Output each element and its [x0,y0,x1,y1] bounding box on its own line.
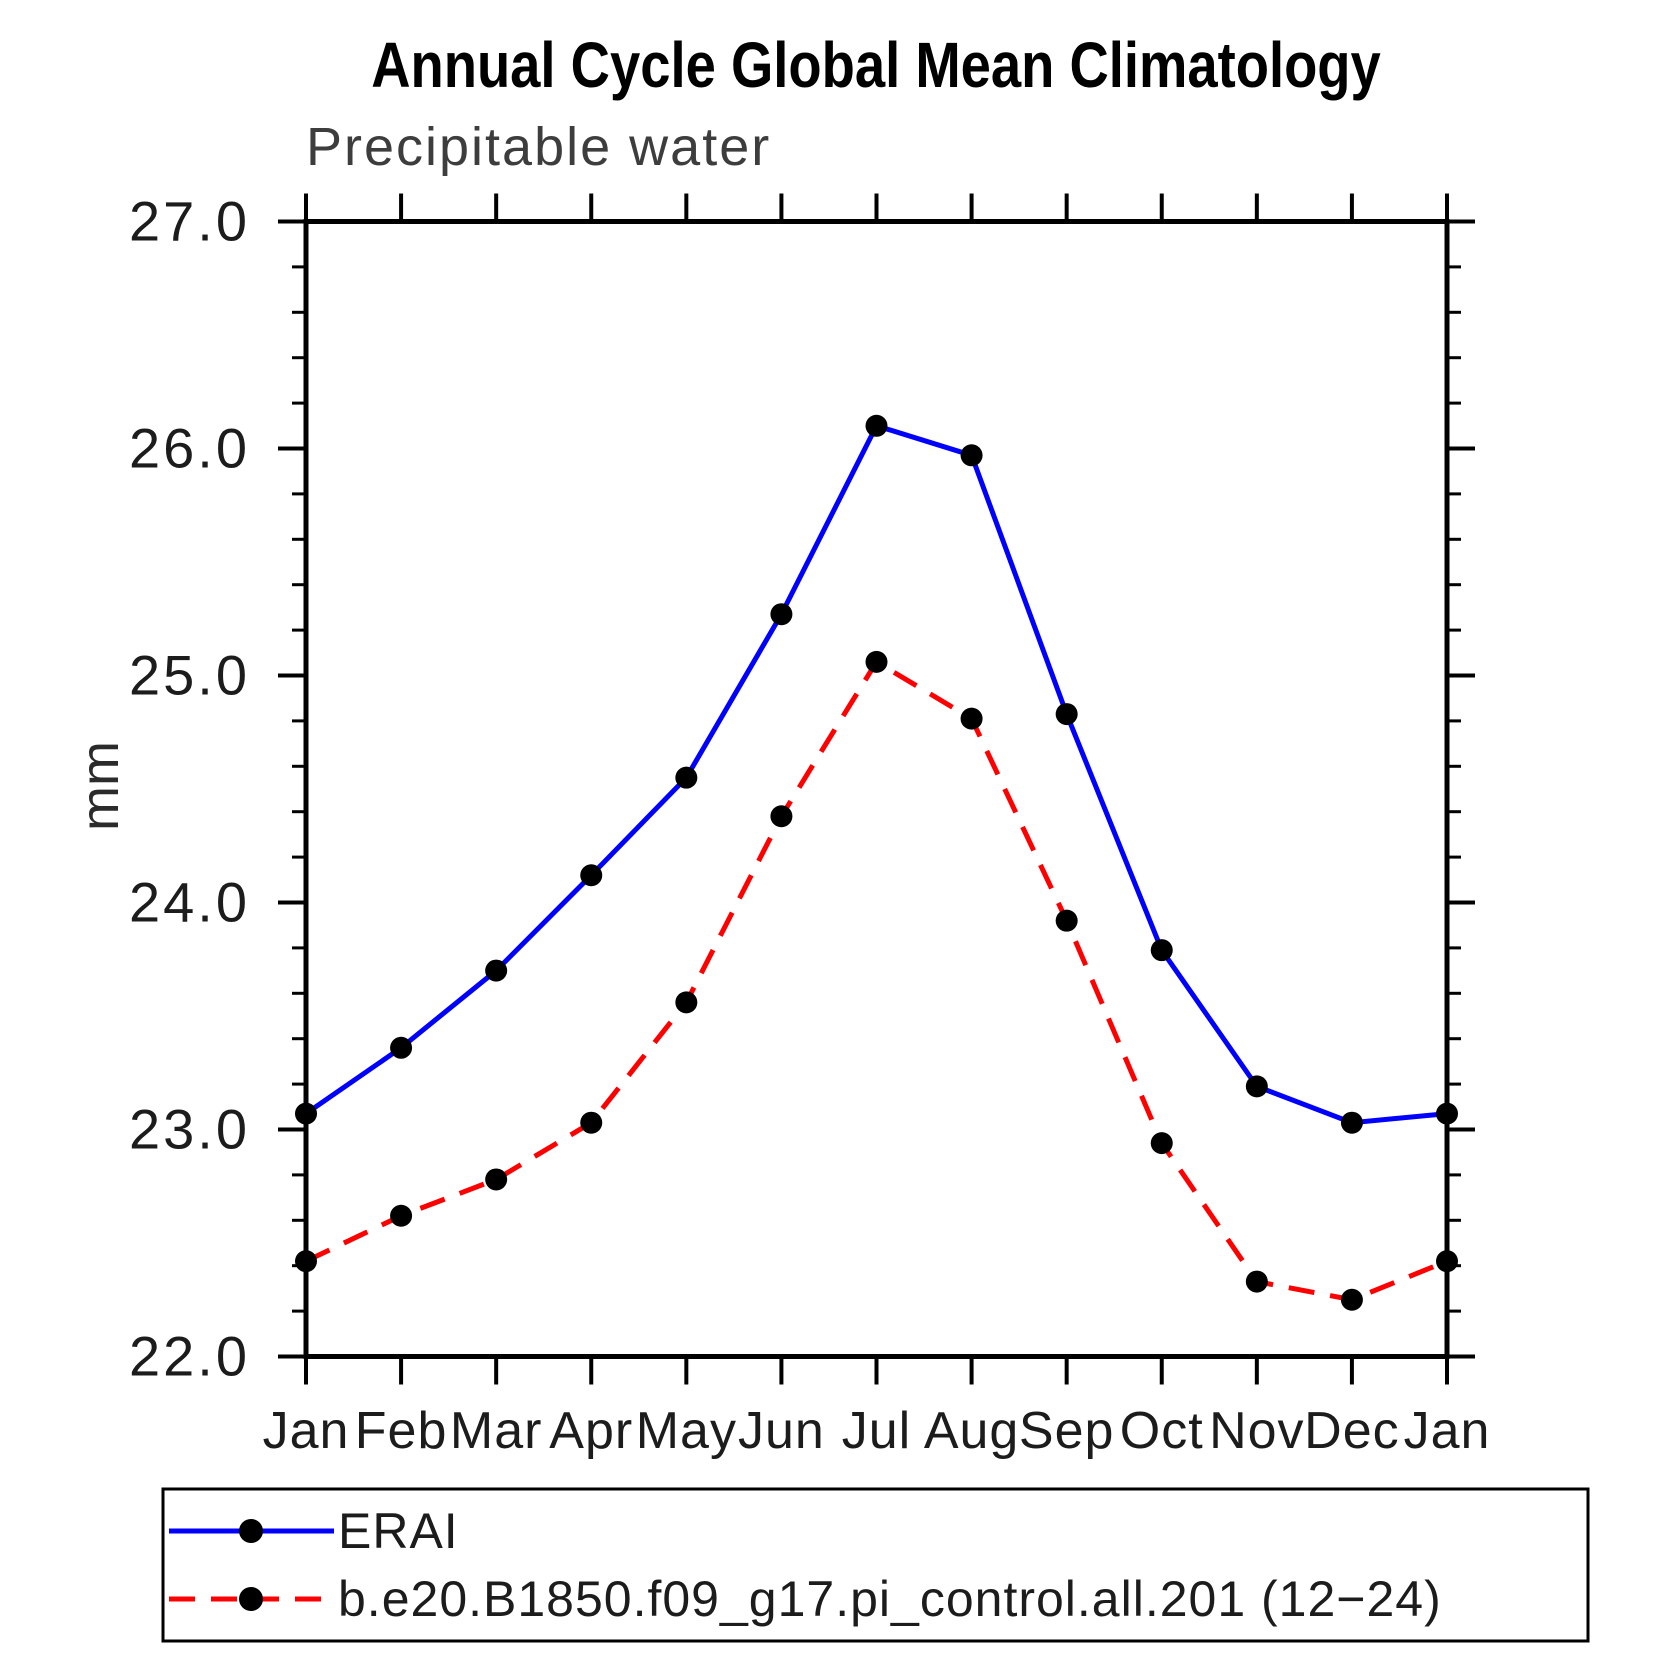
x-tick-label: Sep [1019,1402,1115,1460]
data-point [960,444,983,467]
y-axis-minor-ticks [292,265,1461,1313]
x-tick-label: Oct [1120,1402,1204,1460]
x-tick-label: Jul [842,1402,911,1460]
series-line [304,422,1448,1126]
data-point [1150,1132,1173,1155]
x-tick-label: Dec [1304,1402,1399,1460]
data-point [1055,909,1078,932]
data-point [1340,1111,1363,1134]
data-point [960,707,983,730]
y-axis-ticks: 22.0 23.0 24.0 25.0 26.0 27.0 [129,190,1475,1388]
y-tick-label: 25.0 [129,644,250,707]
data-point [865,650,888,673]
x-tick-label: Apr [549,1402,633,1460]
data-point [865,414,888,437]
data-point [675,991,698,1014]
data-point [580,864,603,887]
y-tick-label: 27.0 [129,190,250,253]
data-point [1245,1075,1268,1098]
legend-label: ERAI [338,1503,459,1559]
x-tick-label: Aug [924,1402,1020,1460]
y-tick-label: 23.0 [129,1098,250,1161]
legend-marker [239,1519,263,1543]
data-point [770,603,793,626]
x-tick-label: May [636,1402,737,1460]
data-point [295,1102,317,1125]
x-tick-label: Feb [355,1402,448,1460]
data-point [580,1111,603,1134]
data-point [1436,1102,1458,1125]
series-model [295,650,1458,1311]
data-point [295,1250,317,1273]
x-tick-label: Mar [450,1402,543,1460]
chart-subtitle: Precipitable water [306,117,772,177]
data-point [1150,939,1173,962]
y-tick-label: 26.0 [129,417,250,480]
data-point [1245,1270,1268,1293]
data-point [1436,1250,1458,1273]
data-point [485,1168,508,1191]
y-tick-label: 24.0 [129,871,250,934]
series-line [304,658,1448,1303]
x-tick-label: Jun [738,1402,825,1460]
chart-title: Annual Cycle Global Mean Climatology [371,29,1381,101]
y-tick-label: 22.0 [129,1325,250,1388]
legend-label: b.e20.B1850.f09_g17.pi_control.all.201 (… [338,1571,1442,1627]
data-point [1055,703,1078,726]
x-axis-ticks: Jan Feb Mar Apr May Jun Jul Aug Sep Oct Nov Dec Jan [263,193,1491,1460]
data-point [485,959,508,982]
x-tick-label: Nov [1209,1402,1304,1460]
data-point [390,1204,413,1227]
legend-marker [239,1587,263,1611]
x-tick-label: Jan [1404,1402,1491,1460]
data-point [675,766,698,789]
data-point [1340,1288,1363,1311]
legend-border [161,1487,1590,1643]
data-point [770,805,793,828]
legend-box: ERAI b.e20.B1850.f09_g17.pi_control.all.2… [161,1487,1590,1643]
x-tick-label: Jan [263,1402,350,1460]
series-erai [295,414,1458,1134]
data-point [390,1036,413,1059]
y-axis-label: mm [70,741,130,831]
